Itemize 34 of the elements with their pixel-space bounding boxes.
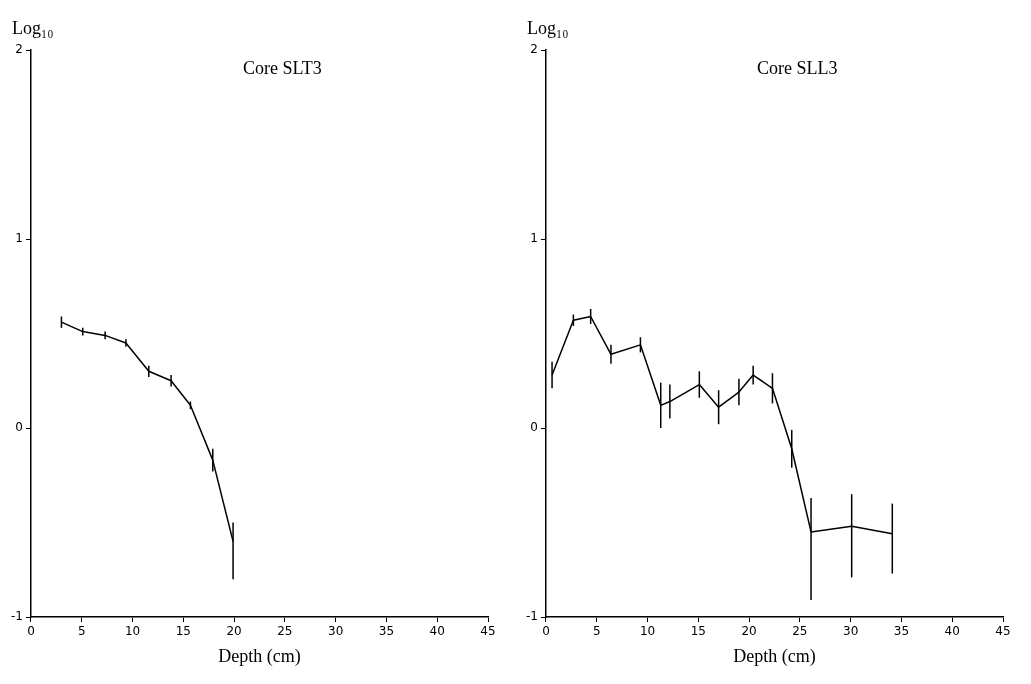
- x-tick-label: 35: [378, 624, 395, 639]
- x-tick-label: 20: [741, 624, 757, 639]
- y-tick-label: 2: [530, 42, 538, 57]
- x-tick-label: 20: [226, 624, 242, 639]
- y-tick-label: 0: [530, 420, 538, 435]
- x-tick-label: 15: [175, 624, 191, 639]
- x-tick-label: 45: [995, 624, 1011, 639]
- y-tick-label: -1: [11, 609, 23, 624]
- x-tick-label: 40: [429, 624, 445, 639]
- y-tick-label: 1: [15, 231, 23, 246]
- x-tick-label: 5: [77, 624, 86, 639]
- y-tick-label: 0: [15, 420, 23, 435]
- y-tick-label: -1: [526, 609, 538, 624]
- x-axis-title: Depth (cm): [733, 645, 816, 667]
- x-tick-label: 30: [843, 624, 859, 639]
- x-tick-label: 0: [27, 624, 35, 639]
- x-tick-label: 10: [124, 624, 141, 639]
- x-tick-label: 25: [277, 624, 293, 639]
- x-axis-title: Depth (cm): [218, 645, 301, 667]
- x-tick-label: 15: [690, 624, 706, 639]
- chart-title: Core SLL3: [757, 57, 838, 78]
- y-axis-title: Log₁₀: [527, 17, 569, 38]
- x-tick-label: 35: [893, 624, 910, 639]
- y-tick-label: 2: [15, 42, 23, 57]
- x-tick-label: 0: [542, 624, 550, 639]
- y-axis-title: Log₁₀: [12, 17, 54, 38]
- chart-title: Core SLT3: [242, 57, 322, 78]
- x-tick-label: 5: [592, 624, 601, 639]
- x-tick-label: 40: [944, 624, 960, 639]
- x-tick-label: 25: [792, 624, 808, 639]
- y-tick-label: 1: [530, 231, 538, 246]
- x-tick-label: 45: [480, 624, 496, 639]
- x-tick-label: 30: [328, 624, 344, 639]
- x-tick-label: 10: [639, 624, 656, 639]
